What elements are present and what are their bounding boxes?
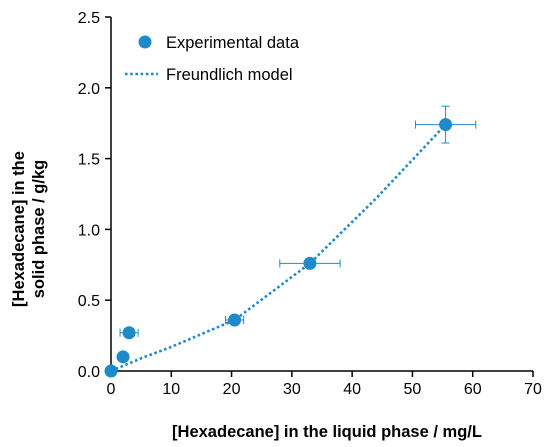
data-point — [104, 364, 118, 378]
x-axis-ticks: 0 10 20 30 40 50 60 70 — [107, 371, 542, 398]
data-point — [228, 313, 242, 327]
x-tick-label: 50 — [404, 381, 422, 398]
legend: Experimental data Freundlich model — [125, 34, 300, 84]
experimental-data-series — [104, 105, 477, 378]
x-tick-label: 40 — [343, 381, 361, 398]
x-tick-label: 70 — [524, 381, 542, 398]
data-point-group — [116, 350, 130, 364]
data-point-group — [279, 256, 341, 270]
axes — [110, 17, 533, 372]
y-axis-ticks: 0.0 0.5 1.0 1.5 2.0 2.5 — [78, 10, 111, 381]
data-point — [122, 326, 136, 340]
x-tick-label: 20 — [223, 381, 241, 398]
data-point-group — [119, 326, 139, 340]
x-tick-label: 60 — [464, 381, 482, 398]
legend-marker-experimental — [138, 35, 152, 49]
x-axis-title: [Hexadecane] in the liquid phase / mg/L — [172, 423, 482, 441]
x-tick-label: 30 — [283, 381, 301, 398]
data-point-group — [414, 105, 477, 144]
y-tick-label: 2.5 — [78, 10, 100, 27]
data-point — [116, 350, 130, 364]
y-tick-label: 1.0 — [78, 222, 100, 239]
data-point-group — [104, 364, 118, 378]
data-point — [439, 118, 453, 132]
y-axis-title-line-2: solid phase / g/kg — [30, 160, 48, 298]
y-tick-label: 1.5 — [78, 152, 100, 169]
x-tick-label: 10 — [162, 381, 180, 398]
legend-label-experimental: Experimental data — [166, 34, 300, 52]
y-tick-label: 0.0 — [78, 364, 100, 381]
x-tick-label: 0 — [107, 381, 116, 398]
y-axis-title-line-1: [Hexadecane] in the — [10, 151, 28, 307]
freundlich-model-line — [110, 123, 447, 373]
y-tick-label: 2.0 — [78, 81, 100, 98]
data-point-group — [225, 313, 245, 327]
y-tick-label: 0.5 — [78, 293, 100, 310]
freundlich-model-series — [110, 123, 447, 373]
data-point — [303, 256, 317, 270]
legend-label-freundlich: Freundlich model — [166, 66, 293, 84]
